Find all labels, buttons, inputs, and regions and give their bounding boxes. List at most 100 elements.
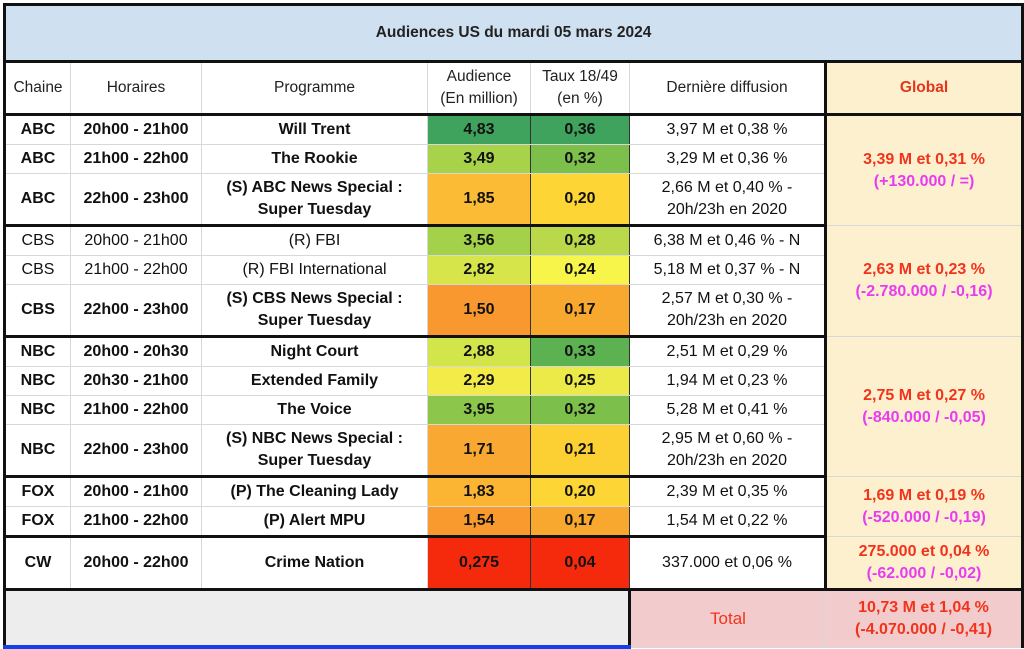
- cell-chaine: NBC: [3, 366, 71, 396]
- cell-global: 275.000 et 0,04 % (-62.000 / -0,02): [823, 536, 1024, 591]
- cell-global: 2,75 M et 0,27 % (-840.000 / -0,05): [823, 336, 1024, 477]
- cell-taux: 0,33: [530, 336, 630, 367]
- global-delta: (-62.000 / -0,02): [866, 564, 982, 582]
- cell-taux: 0,21: [530, 424, 630, 478]
- global-delta: (-520.000 / -0,19): [862, 508, 986, 526]
- global-delta: (-840.000 / -0,05): [862, 408, 986, 426]
- cell-horaires: 21h00 - 22h00: [70, 144, 202, 174]
- cell-horaires: 21h00 - 22h00: [70, 506, 202, 538]
- cell-audience: 2,88: [427, 336, 531, 367]
- cell-derniere-diffusion: 5,18 M et 0,37 % - N: [629, 255, 826, 285]
- cell-programme: Crime Nation: [201, 536, 428, 591]
- table-row: ABC 20h00 - 21h00 Will Trent 4,83 0,36 3,97 M…: [3, 114, 1024, 226]
- cell-taux: 0,28: [530, 225, 630, 256]
- cell-horaires: 20h00 - 22h00: [70, 536, 202, 591]
- cell-audience: 2,82: [427, 255, 531, 285]
- cell-programme: (S) CBS News Special : Super Tuesday: [201, 284, 428, 338]
- cell-taux: 0,25: [530, 366, 630, 396]
- cell-programme: (R) FBI International: [201, 255, 428, 285]
- cell-audience: 1,50: [427, 284, 531, 338]
- cell-programme: Will Trent: [201, 114, 428, 145]
- global-delta: (-2.780.000 / -0,16): [855, 283, 993, 300]
- cell-chaine: ABC: [3, 144, 71, 174]
- cell-taux: 0,20: [530, 476, 630, 507]
- cell-taux: 0,04: [530, 536, 630, 591]
- cell-horaires: 20h00 - 21h00: [70, 114, 202, 145]
- global-delta: (+130.000 / =): [873, 172, 975, 190]
- cell-taux: 0,24: [530, 255, 630, 285]
- audience-table: Audiences US du mardi 05 mars 2024 Chain…: [2, 3, 1024, 649]
- cell-horaires: 20h00 - 21h00: [70, 476, 202, 507]
- total-row: Total 10,73 M et 1,04 % (-4.070.000 / -0,4…: [3, 588, 1024, 649]
- cell-chaine: FOX: [3, 476, 71, 507]
- header-programme: Programme: [201, 61, 428, 116]
- table-row: NBC 21h00 - 22h00 The Voice 3,95 0,32 5,28 M …: [3, 395, 1023, 425]
- global-value: 275.000 et 0,04 %: [858, 542, 990, 560]
- header-derniere-diffusion: Dernière diffusion: [629, 61, 826, 116]
- total-blank: [3, 588, 630, 649]
- cell-chaine: FOX: [3, 506, 71, 538]
- cell-horaires: 20h30 - 21h00: [70, 366, 202, 396]
- cell-programme: (R) FBI: [201, 225, 428, 256]
- table-row: ABC 22h00 - 23h00 (S) ABC News Special : S…: [3, 173, 1023, 227]
- cell-programme: Night Court: [201, 336, 428, 367]
- cell-chaine: NBC: [3, 395, 71, 425]
- table-row: CW 20h00 - 22h00 Crime Nation 0,275 0,04 337.…: [3, 536, 1024, 591]
- table-row: FOX 20h00 - 21h00 (P) The Cleaning Lady 1,8…: [3, 476, 1024, 537]
- table-row: CBS 21h00 - 22h00 (R) FBI International 2,8…: [3, 255, 1023, 285]
- cell-programme: The Rookie: [201, 144, 428, 174]
- cell-global: 2,63 M et 0,23 % (-2.780.000 / -0,16): [823, 225, 1024, 337]
- table-row: CBS 22h00 - 23h00 (S) CBS News Special : S…: [3, 284, 1023, 338]
- cell-derniere-diffusion: 3,97 M et 0,38 %: [629, 114, 826, 145]
- header-global: Global: [823, 61, 1024, 116]
- cell-derniere-diffusion: 1,54 M et 0,22 %: [629, 506, 826, 538]
- global-value: 2,63 M et 0,23 %: [863, 261, 985, 278]
- cell-derniere-diffusion: 2,66 M et 0,40 % - 20h/23h en 2020: [629, 173, 826, 227]
- cell-derniere-diffusion: 2,51 M et 0,29 %: [629, 336, 826, 367]
- total-value: 10,73 M et 1,04 % (-4.070.000 / -0,41): [824, 588, 1024, 648]
- cell-chaine: CW: [3, 536, 71, 591]
- global-value: 2,75 M et 0,27 %: [863, 386, 985, 404]
- cell-taux: 0,20: [530, 173, 630, 227]
- cell-horaires: 20h00 - 21h00: [70, 225, 202, 256]
- cell-horaires: 22h00 - 23h00: [70, 424, 202, 478]
- cell-audience: 3,49: [427, 144, 531, 174]
- cell-audience: 4,83: [427, 114, 531, 145]
- cell-derniere-diffusion: 2,95 M et 0,60 % - 20h/23h en 2020: [629, 424, 826, 478]
- cell-chaine: NBC: [3, 424, 71, 478]
- total-value-main: 10,73 M et 1,04 %: [858, 598, 989, 616]
- cell-horaires: 20h00 - 20h30: [70, 336, 202, 367]
- header-audience: Audience (En million): [427, 61, 531, 116]
- total-label: Total: [628, 588, 826, 648]
- global-value: 1,69 M et 0,19 %: [863, 486, 985, 504]
- cell-audience: 3,56: [427, 225, 531, 256]
- cell-global: 3,39 M et 0,31 % (+130.000 / =): [823, 114, 1024, 226]
- cell-derniere-diffusion: 2,57 M et 0,30 % - 20h/23h en 2020: [629, 284, 826, 338]
- cell-derniere-diffusion: 5,28 M et 0,41 %: [629, 395, 826, 425]
- cell-horaires: 22h00 - 23h00: [70, 284, 202, 338]
- cell-chaine: CBS: [3, 225, 71, 256]
- cell-horaires: 22h00 - 23h00: [70, 173, 202, 227]
- table-row: NBC 20h00 - 20h30 Night Court 2,88 0,33 2,51 …: [3, 336, 1024, 477]
- cell-derniere-diffusion: 337.000 et 0,06 %: [629, 536, 826, 591]
- cell-chaine: NBC: [3, 336, 71, 367]
- cell-taux: 0,36: [530, 114, 630, 145]
- cell-programme: The Voice: [201, 395, 428, 425]
- cell-programme: (S) NBC News Special : Super Tuesday: [201, 424, 428, 478]
- cell-chaine: CBS: [3, 255, 71, 285]
- header-taux: Taux 18/49 (en %): [530, 61, 630, 116]
- cell-global: 1,69 M et 0,19 % (-520.000 / -0,19): [823, 476, 1024, 537]
- header-horaires: Horaires: [70, 61, 202, 116]
- cell-audience: 1,54: [427, 506, 531, 538]
- cell-audience: 3,95: [427, 395, 531, 425]
- cell-taux: 0,32: [530, 395, 630, 425]
- cell-audience: 1,83: [427, 476, 531, 507]
- table-row: ABC 21h00 - 22h00 The Rookie 3,49 0,32 3,29 M…: [3, 144, 1023, 174]
- table-title: Audiences US du mardi 05 mars 2024: [2, 3, 1024, 63]
- cell-audience: 2,29: [427, 366, 531, 396]
- cell-chaine: CBS: [3, 284, 71, 338]
- header-chaine: Chaine: [3, 61, 71, 116]
- cell-programme: (P) Alert MPU: [201, 506, 428, 538]
- cell-programme: (P) The Cleaning Lady: [201, 476, 428, 507]
- table-row: FOX 21h00 - 22h00 (P) Alert MPU 1,54 0,17 1,5…: [3, 506, 1023, 538]
